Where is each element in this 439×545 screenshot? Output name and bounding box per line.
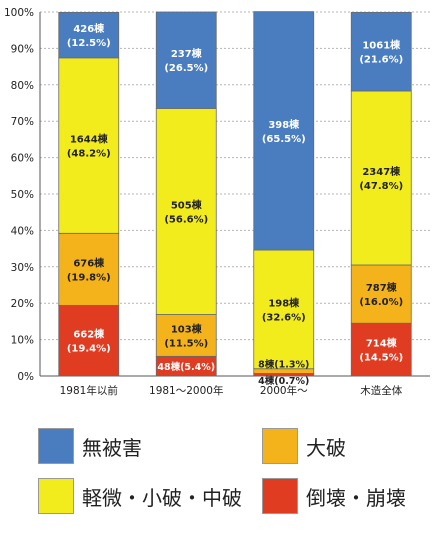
legend-swatch	[262, 478, 298, 514]
data-label: 1061棟	[362, 39, 401, 52]
y-tick-label: 90%	[11, 43, 34, 55]
data-label: 714棟	[366, 337, 398, 350]
data-label: 48棟(5.4%)	[157, 361, 215, 373]
x-tick-label: 2000年～	[260, 384, 308, 397]
data-label-pct: (48.2%)	[67, 149, 111, 160]
data-label-pct: (32.6%)	[262, 312, 306, 323]
y-tick-label: 100%	[4, 7, 34, 19]
data-label: 4棟(0.7%)	[258, 375, 309, 387]
legend-item-minor: 軽微・小破・中破	[38, 478, 242, 514]
data-label-pct: (19.8%)	[67, 272, 111, 283]
data-label: 2347棟	[362, 165, 401, 178]
legend-label: 倒壊・崩壊	[306, 485, 406, 510]
y-tick-label: 70%	[11, 116, 34, 128]
x-tick-label: 1981年以前	[60, 384, 118, 397]
legend-swatch	[38, 478, 74, 514]
y-tick-label: 20%	[11, 298, 34, 310]
bar-segment	[155, 11, 217, 109]
y-tick-label: 0%	[17, 371, 34, 383]
data-label: 676棟	[73, 256, 105, 269]
data-label-pct: (65.5%)	[262, 134, 306, 145]
bar-segment	[58, 11, 120, 59]
x-tick-label: 木造全体	[360, 384, 402, 397]
data-label: 505棟	[171, 198, 203, 211]
y-tick-label: 60%	[11, 153, 34, 165]
data-label: 103棟	[171, 322, 203, 335]
data-label-pct: (56.6%)	[164, 214, 208, 225]
data-label-pct: (19.4%)	[67, 344, 111, 355]
data-label-pct: (11.5%)	[164, 338, 208, 349]
legend: 無被害 大破 軽微・小破・中破 倒壊・崩壊	[0, 420, 439, 540]
legend-label: 軽微・小破・中破	[82, 485, 242, 510]
y-tick-label: 30%	[11, 262, 34, 274]
legend-label: 大破	[306, 435, 346, 460]
data-label: 237棟	[171, 47, 203, 60]
bar-segment	[350, 264, 412, 324]
stacked-bar-chart: 0% 10% 20% 30% 40% 50% 60% 70% 80% 90% 100% 662棟 (19…	[4, 7, 430, 397]
bar-segment	[58, 304, 120, 377]
data-label-pct: (21.6%)	[359, 55, 403, 66]
data-label: 398棟	[268, 118, 300, 131]
bar-segment	[253, 249, 315, 370]
data-label-pct: (12.5%)	[67, 38, 111, 49]
legend-swatch	[262, 428, 298, 464]
bar-segment	[350, 11, 412, 92]
y-tick-label: 80%	[11, 80, 34, 92]
data-label: 662棟	[73, 328, 105, 341]
data-label: 198棟	[268, 296, 300, 309]
x-tick-label: 1981～2000年	[149, 384, 223, 397]
data-label: 787棟	[366, 281, 398, 294]
y-tick-label: 40%	[11, 225, 34, 237]
data-label: 8棟(1.3%)	[258, 359, 309, 371]
legend-swatch	[38, 428, 74, 464]
data-label-pct: (16.0%)	[359, 297, 403, 308]
bar-segment	[350, 90, 412, 266]
legend-item-collapse: 倒壊・崩壊	[262, 478, 406, 514]
legend-item-major: 大破	[262, 428, 346, 464]
y-tick-label: 50%	[11, 189, 34, 201]
data-label: 1644棟	[70, 133, 109, 146]
data-label-pct: (26.5%)	[164, 63, 208, 74]
data-label-pct: (14.5%)	[359, 353, 403, 364]
legend-item-none: 無被害	[38, 428, 142, 464]
bar-segment	[253, 11, 315, 251]
y-tick-label: 10%	[11, 335, 34, 347]
data-label: 426棟	[73, 22, 105, 35]
legend-label: 無被害	[82, 435, 142, 460]
data-label-pct: (47.8%)	[359, 181, 403, 192]
